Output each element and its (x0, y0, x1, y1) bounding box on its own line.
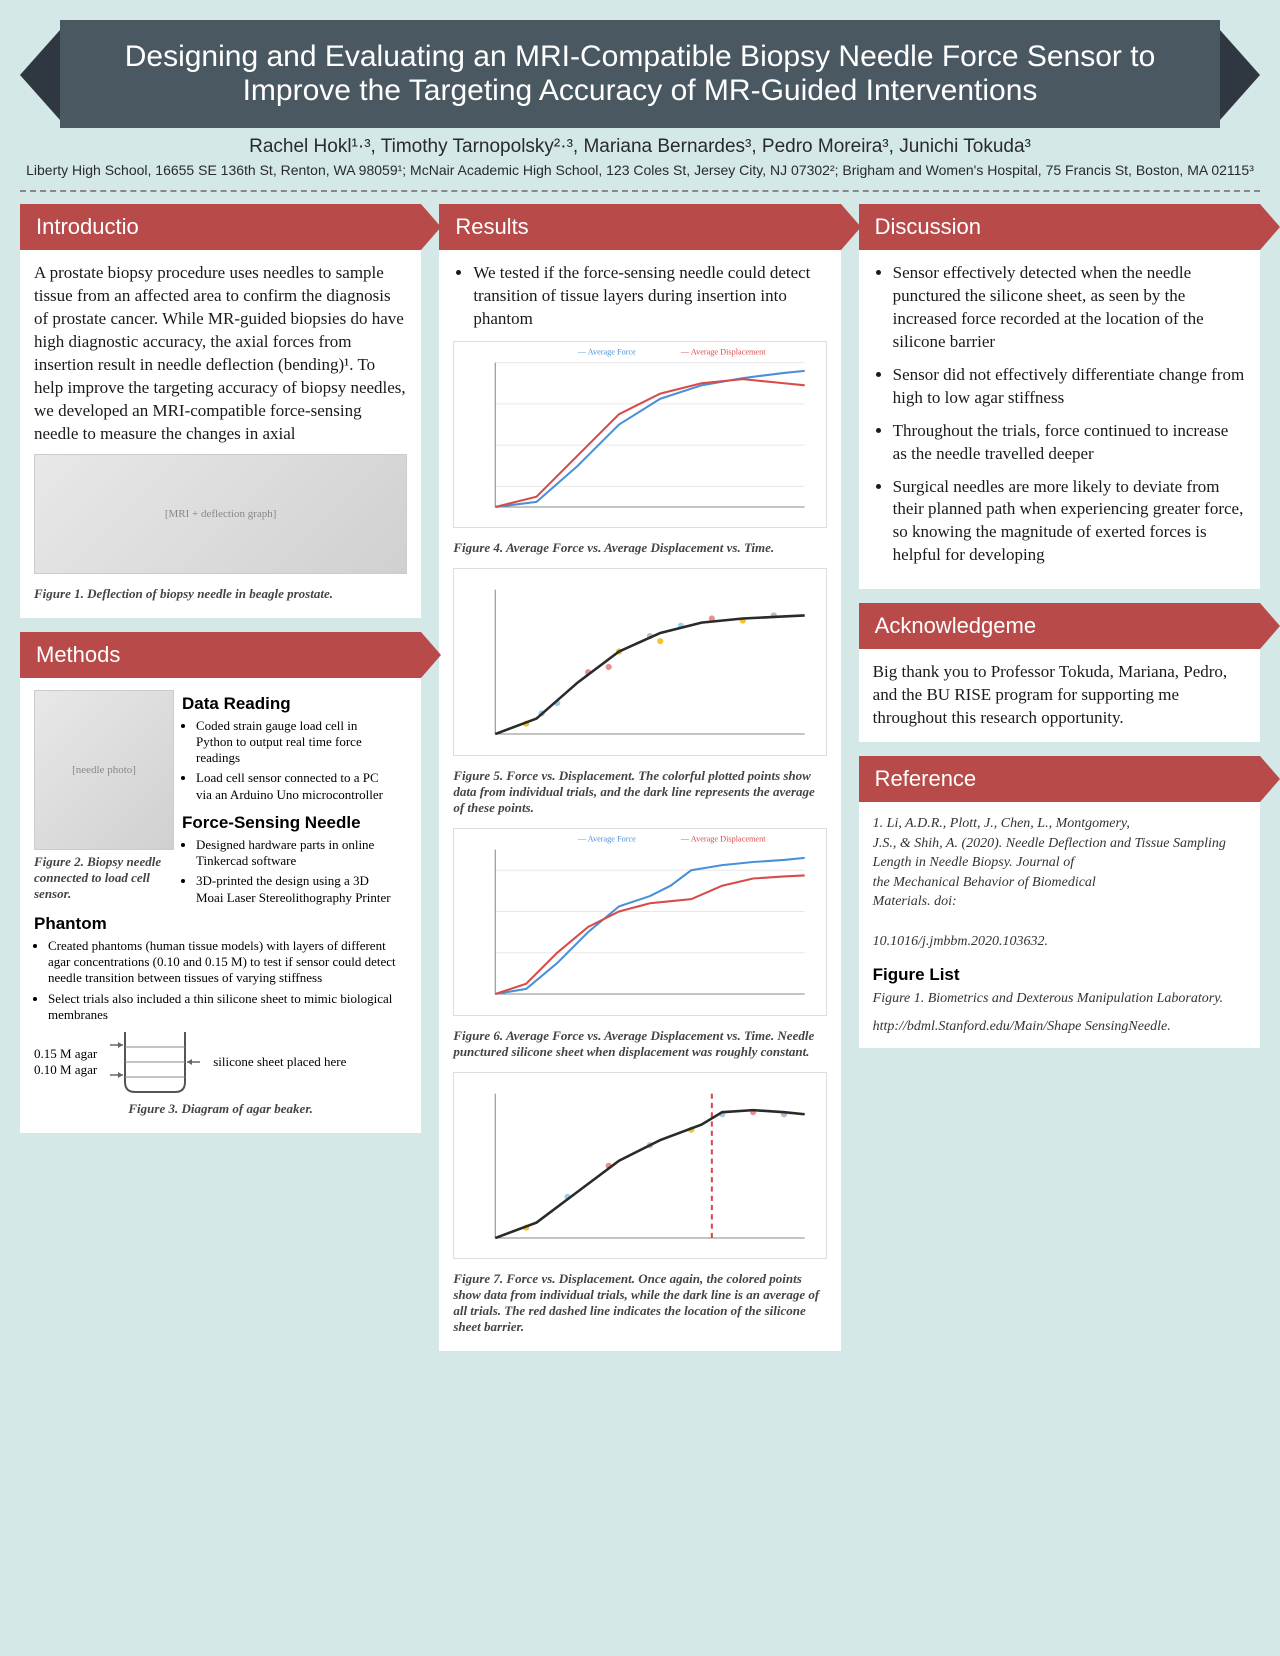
beaker-diagram: 0.15 M agar 0.10 M agar (20, 1027, 421, 1097)
methods-panel: Methods [needle photo] Figure 2. Biopsy … (20, 632, 421, 1134)
ref-header: Reference (859, 756, 1260, 802)
discussion-list: Sensor effectively detected when the nee… (859, 262, 1260, 567)
discussion-header: Discussion (859, 204, 1260, 250)
svg-text:— Average Displacement: — Average Displacement (680, 835, 766, 844)
column-right: Discussion Sensor effectively detected w… (859, 204, 1260, 1351)
intro-header: Introductio (20, 204, 421, 250)
list-item: Sensor effectively detected when the nee… (893, 262, 1246, 354)
list-item: Surgical needles are more likely to devi… (893, 476, 1246, 568)
list-item: Load cell sensor connected to a PC via a… (196, 770, 393, 803)
methods-header: Methods (20, 632, 421, 678)
figure-7-chart (453, 1072, 826, 1260)
ack-header: Acknowledgeme (859, 603, 1260, 649)
figure-1-caption: Figure 1. Deflection of biopsy needle in… (20, 582, 421, 606)
column-left: Introductio A prostate biopsy procedure … (20, 204, 421, 1351)
list-item: Throughout the trials, force continued t… (893, 420, 1246, 466)
phantom-heading: Phantom (20, 910, 421, 938)
acknowledgements-panel: Acknowledgeme Big thank you to Professor… (859, 603, 1260, 742)
list-item: Created phantoms (human tissue models) w… (48, 938, 407, 987)
force-needle-list: Designed hardware parts in online Tinker… (182, 837, 407, 906)
methods-row: [needle photo] Figure 2. Biopsy needle c… (20, 690, 421, 910)
poster: Designing and Evaluating an MRI-Compatib… (0, 0, 1280, 1371)
phantom-list: Created phantoms (human tissue models) w… (20, 938, 421, 1023)
beaker-label-bottom: 0.10 M agar (34, 1062, 97, 1078)
figure-2: [needle photo] (34, 690, 174, 850)
figure-3-caption: Figure 3. Diagram of agar beaker. (20, 1097, 421, 1121)
svg-text:— Average Force: — Average Force (577, 835, 636, 844)
list-item: Designed hardware parts in online Tinker… (196, 837, 393, 870)
figure-6-caption: Figure 6. Average Force vs. Average Disp… (439, 1024, 840, 1064)
figure-5-chart (453, 568, 826, 756)
list-item: Sensor did not effectively differentiate… (893, 364, 1246, 410)
authors-line: Rachel Hokl¹·³, Timothy Tarnopolsky²·³, … (20, 136, 1260, 158)
svg-text:— Average Force: — Average Force (577, 347, 636, 356)
list-item: Select trials also included a thin silic… (48, 991, 407, 1024)
results-intro-item: We tested if the force-sensing needle co… (473, 262, 826, 331)
figlist-heading: Figure List (859, 961, 1260, 989)
figure-5-caption: Figure 5. Force vs. Displacement. The co… (439, 764, 840, 820)
poster-title: Designing and Evaluating an MRI-Compatib… (120, 40, 1160, 108)
figure-2-caption: Figure 2. Biopsy needle connected to loa… (34, 850, 174, 906)
figure-7-caption: Figure 7. Force vs. Displacement. Once a… (439, 1267, 840, 1339)
ref-url: http://bdml.Stanford.edu/Main/Shape Sens… (859, 1017, 1260, 1037)
figure-1: [MRI + deflection graph] (34, 454, 407, 574)
columns-container: Introductio A prostate biopsy procedure … (20, 204, 1260, 1351)
force-needle-heading: Force-Sensing Needle (182, 809, 407, 837)
list-item: Coded strain gauge load cell in Python t… (196, 718, 393, 767)
list-item: 3D-printed the design using a 3D Moai La… (196, 873, 393, 906)
results-intro: We tested if the force-sensing needle co… (439, 262, 840, 331)
dashed-divider (20, 190, 1260, 192)
column-middle: Results We tested if the force-sensing n… (439, 204, 840, 1351)
discussion-panel: Discussion Sensor effectively detected w… (859, 204, 1260, 589)
methods-text-col: Data Reading Coded strain gauge load cel… (182, 690, 407, 910)
figure-2-container: [needle photo] Figure 2. Biopsy needle c… (34, 690, 174, 910)
beaker-icon (105, 1027, 205, 1097)
results-panel: Results We tested if the force-sensing n… (439, 204, 840, 1351)
ref-text: 1. Li, A.D.R., Plott, J., Chen, L., Mont… (859, 814, 1260, 951)
title-banner: Designing and Evaluating an MRI-Compatib… (60, 20, 1220, 128)
figure-4-chart: — Average Force — Average Displacement (453, 341, 826, 529)
references-panel: Reference 1. Li, A.D.R., Plott, J., Chen… (859, 756, 1260, 1048)
beaker-label-top: 0.15 M agar (34, 1046, 97, 1062)
svg-text:— Average Displacement: — Average Displacement (680, 347, 766, 356)
data-reading-list: Coded strain gauge load cell in Python t… (182, 718, 407, 803)
beaker-left-labels: 0.15 M agar 0.10 M agar (34, 1046, 97, 1078)
results-header: Results (439, 204, 840, 250)
figure-6-chart: — Average Force — Average Displacement (453, 828, 826, 1016)
beaker-right-label: silicone sheet placed here (213, 1054, 346, 1070)
data-reading-heading: Data Reading (182, 690, 407, 718)
intro-panel: Introductio A prostate biopsy procedure … (20, 204, 421, 618)
intro-text: A prostate biopsy procedure uses needles… (20, 262, 421, 446)
ack-text: Big thank you to Professor Tokuda, Maria… (859, 661, 1260, 730)
figure-4-caption: Figure 4. Average Force vs. Average Disp… (439, 536, 840, 560)
affiliations-line: Liberty High School, 16655 SE 136th St, … (20, 162, 1260, 178)
figlist-text: Figure 1. Biometrics and Dexterous Manip… (859, 989, 1260, 1009)
